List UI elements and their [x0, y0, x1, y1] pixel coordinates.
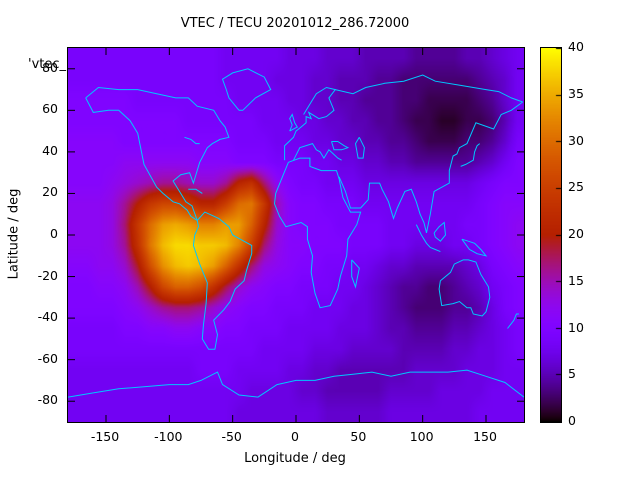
x-tick-label: 50	[350, 429, 367, 444]
y-tick-label: 60	[42, 101, 58, 117]
y-tick-label: 80	[42, 59, 58, 75]
coastline-path	[192, 211, 253, 350]
x-tick-label: 0	[291, 429, 299, 444]
coastline-path	[289, 113, 299, 132]
colorbar-tick-label: 30	[568, 132, 584, 148]
key-label: 'vtec_	[28, 57, 67, 72]
vtec-heatmap-canvas	[68, 48, 524, 422]
coastline-path	[415, 224, 441, 253]
y-tick-label: -40	[37, 309, 58, 325]
colorbar-tick-label: 0	[568, 413, 576, 428]
x-tick-label: 150	[473, 429, 497, 444]
coastline-path	[438, 259, 491, 317]
x-tick-label: -150	[90, 429, 120, 444]
coastline-path	[273, 157, 362, 309]
colorbar-tick-label: 35	[568, 85, 584, 101]
coastline-overlay	[68, 48, 524, 422]
colorbar	[540, 47, 562, 423]
coastline-path	[461, 238, 488, 257]
coastline-path	[331, 141, 350, 151]
x-tick-label: 100	[409, 429, 434, 444]
coastline-path	[293, 143, 342, 161]
y-tick-label: 40	[42, 142, 58, 158]
colorbar-canvas	[541, 48, 561, 422]
colorbar-tick-label: 25	[568, 179, 584, 195]
x-axis-title: Longitude / deg	[244, 451, 346, 466]
coastline-path	[335, 74, 523, 103]
x-tick-label: -100	[154, 429, 183, 444]
colorbar-tick-label: 20	[568, 226, 584, 241]
coastline-path	[460, 143, 481, 167]
colorbar-tick-label: 10	[568, 319, 584, 335]
coastline-path	[221, 68, 272, 111]
colorbar-tick-label: 40	[568, 39, 584, 54]
coastline-path	[188, 188, 203, 194]
coastline-path	[351, 259, 360, 289]
coastline-path	[68, 369, 524, 398]
coastline-path	[284, 86, 337, 161]
y-tick-label: -60	[37, 350, 58, 366]
coastline-path	[433, 221, 447, 242]
colorbar-tick-label: 15	[568, 272, 584, 288]
map-plot-area	[67, 47, 525, 423]
y-tick-label: 20	[42, 184, 58, 200]
coastline-path	[507, 313, 519, 329]
coastline-path	[338, 101, 523, 234]
x-tick-label: -50	[221, 429, 242, 444]
coastline-path	[184, 136, 200, 145]
chart-title: VTEC / TECU 20201012_286.72000	[180, 16, 410, 31]
coastline-path	[85, 86, 230, 222]
y-tick-label: -20	[37, 267, 58, 283]
y-tick-label: -80	[37, 392, 58, 408]
colorbar-tick-label: 5	[568, 366, 576, 382]
coastline-path	[354, 137, 365, 159]
y-tick-label: 0	[50, 226, 58, 241]
